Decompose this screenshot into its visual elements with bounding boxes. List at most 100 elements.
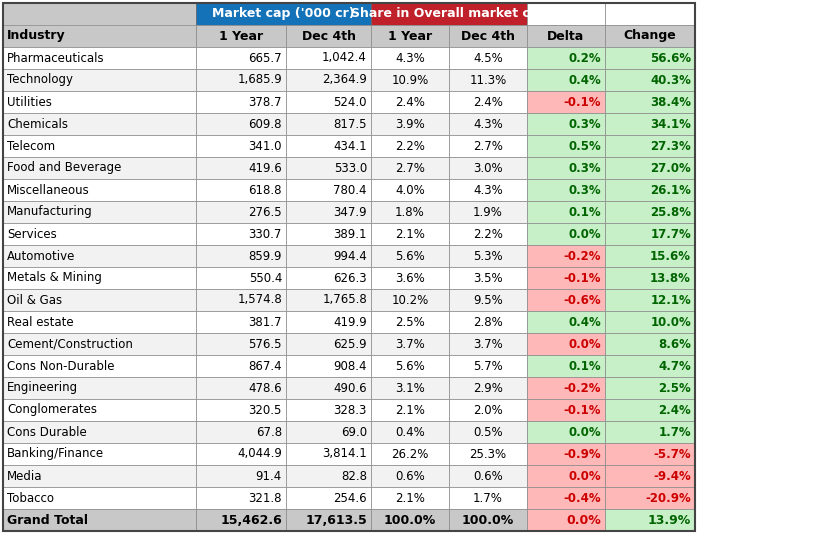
Text: 533.0: 533.0 (334, 161, 367, 174)
Text: Oil & Gas: Oil & Gas (7, 294, 62, 306)
Text: 434.1: 434.1 (333, 140, 367, 152)
Text: 11.3%: 11.3% (469, 74, 507, 86)
Bar (286, 47, 371, 69)
Bar (286, 509, 371, 531)
Text: -0.1%: -0.1% (563, 95, 601, 109)
Bar (371, 157, 449, 179)
Bar (286, 91, 371, 113)
Text: 3,814.1: 3,814.1 (322, 448, 367, 461)
Text: 2,364.9: 2,364.9 (322, 74, 367, 86)
Bar (3, 157, 196, 179)
Bar (449, 465, 527, 487)
Text: 0.4%: 0.4% (395, 425, 425, 439)
Text: 0.0%: 0.0% (568, 228, 601, 240)
Bar (196, 333, 286, 355)
Text: 1,042.4: 1,042.4 (322, 52, 367, 64)
Text: 2.1%: 2.1% (395, 491, 425, 505)
Text: 17.7%: 17.7% (650, 228, 691, 240)
Text: Cons Durable: Cons Durable (7, 425, 87, 439)
Bar (3, 333, 196, 355)
Text: 3.5%: 3.5% (473, 271, 503, 285)
Text: Real estate: Real estate (7, 316, 74, 328)
Text: 2.4%: 2.4% (395, 95, 425, 109)
Bar (449, 179, 527, 201)
Text: 82.8: 82.8 (341, 470, 367, 482)
Text: 0.0%: 0.0% (568, 337, 601, 351)
Bar (3, 443, 196, 465)
Bar (196, 443, 286, 465)
Bar (286, 113, 371, 135)
Text: 34.1%: 34.1% (650, 117, 691, 131)
Text: 1,765.8: 1,765.8 (322, 294, 367, 306)
Text: 4.5%: 4.5% (473, 52, 503, 64)
Text: 859.9: 859.9 (248, 249, 282, 262)
Text: 3.1%: 3.1% (395, 382, 425, 394)
Bar (286, 179, 371, 201)
Bar (449, 443, 527, 465)
Bar (449, 245, 527, 267)
Text: 2.2%: 2.2% (395, 140, 425, 152)
Text: 2.7%: 2.7% (395, 161, 425, 174)
Text: 320.5: 320.5 (249, 403, 282, 416)
Bar (449, 25, 527, 47)
Text: Cons Non-Durable: Cons Non-Durable (7, 359, 115, 373)
Text: 1 Year: 1 Year (219, 29, 263, 43)
Text: -9.4%: -9.4% (654, 470, 691, 482)
Bar (196, 421, 286, 443)
Bar (449, 113, 527, 135)
Bar (449, 377, 527, 399)
Bar (371, 267, 449, 289)
Bar (3, 179, 196, 201)
Bar (196, 267, 286, 289)
Text: Media: Media (7, 470, 43, 482)
Bar (196, 69, 286, 91)
Bar (3, 3, 196, 47)
Bar (527, 69, 605, 91)
Bar (527, 333, 605, 355)
Text: 4.3%: 4.3% (473, 117, 503, 131)
Bar (3, 311, 196, 333)
Bar (196, 91, 286, 113)
Bar (286, 135, 371, 157)
Text: 817.5: 817.5 (333, 117, 367, 131)
Text: 2.4%: 2.4% (658, 403, 691, 416)
Text: Technology: Technology (7, 74, 73, 86)
Bar (196, 509, 286, 531)
Bar (196, 377, 286, 399)
Bar (3, 69, 196, 91)
Text: 2.7%: 2.7% (473, 140, 503, 152)
Bar (449, 311, 527, 333)
Text: Automotive: Automotive (7, 249, 75, 262)
Text: -0.6%: -0.6% (563, 294, 601, 306)
Text: Industry: Industry (7, 29, 66, 43)
Text: 0.0%: 0.0% (568, 470, 601, 482)
Text: 478.6: 478.6 (248, 382, 282, 394)
Bar (371, 91, 449, 113)
Text: Market cap ('000 cr): Market cap ('000 cr) (212, 7, 355, 20)
Bar (527, 509, 605, 531)
Text: 100.0%: 100.0% (462, 513, 514, 527)
Bar (196, 399, 286, 421)
Text: 10.9%: 10.9% (391, 74, 428, 86)
Text: 4,044.9: 4,044.9 (238, 448, 282, 461)
Bar (196, 223, 286, 245)
Text: 26.1%: 26.1% (650, 183, 691, 197)
Text: 3.0%: 3.0% (473, 161, 503, 174)
Text: 0.5%: 0.5% (473, 425, 503, 439)
Text: 1.8%: 1.8% (395, 206, 425, 219)
Bar (286, 487, 371, 509)
Bar (449, 487, 527, 509)
Bar (196, 25, 286, 47)
Text: 341.0: 341.0 (248, 140, 282, 152)
Bar (527, 465, 605, 487)
Bar (371, 289, 449, 311)
Bar (371, 113, 449, 135)
Bar (371, 201, 449, 223)
Bar (286, 223, 371, 245)
Text: Grand Total: Grand Total (7, 513, 88, 527)
Bar (196, 157, 286, 179)
Text: 490.6: 490.6 (333, 382, 367, 394)
Text: -20.9%: -20.9% (645, 491, 691, 505)
Text: -0.1%: -0.1% (563, 271, 601, 285)
Text: Banking/Finance: Banking/Finance (7, 448, 104, 461)
